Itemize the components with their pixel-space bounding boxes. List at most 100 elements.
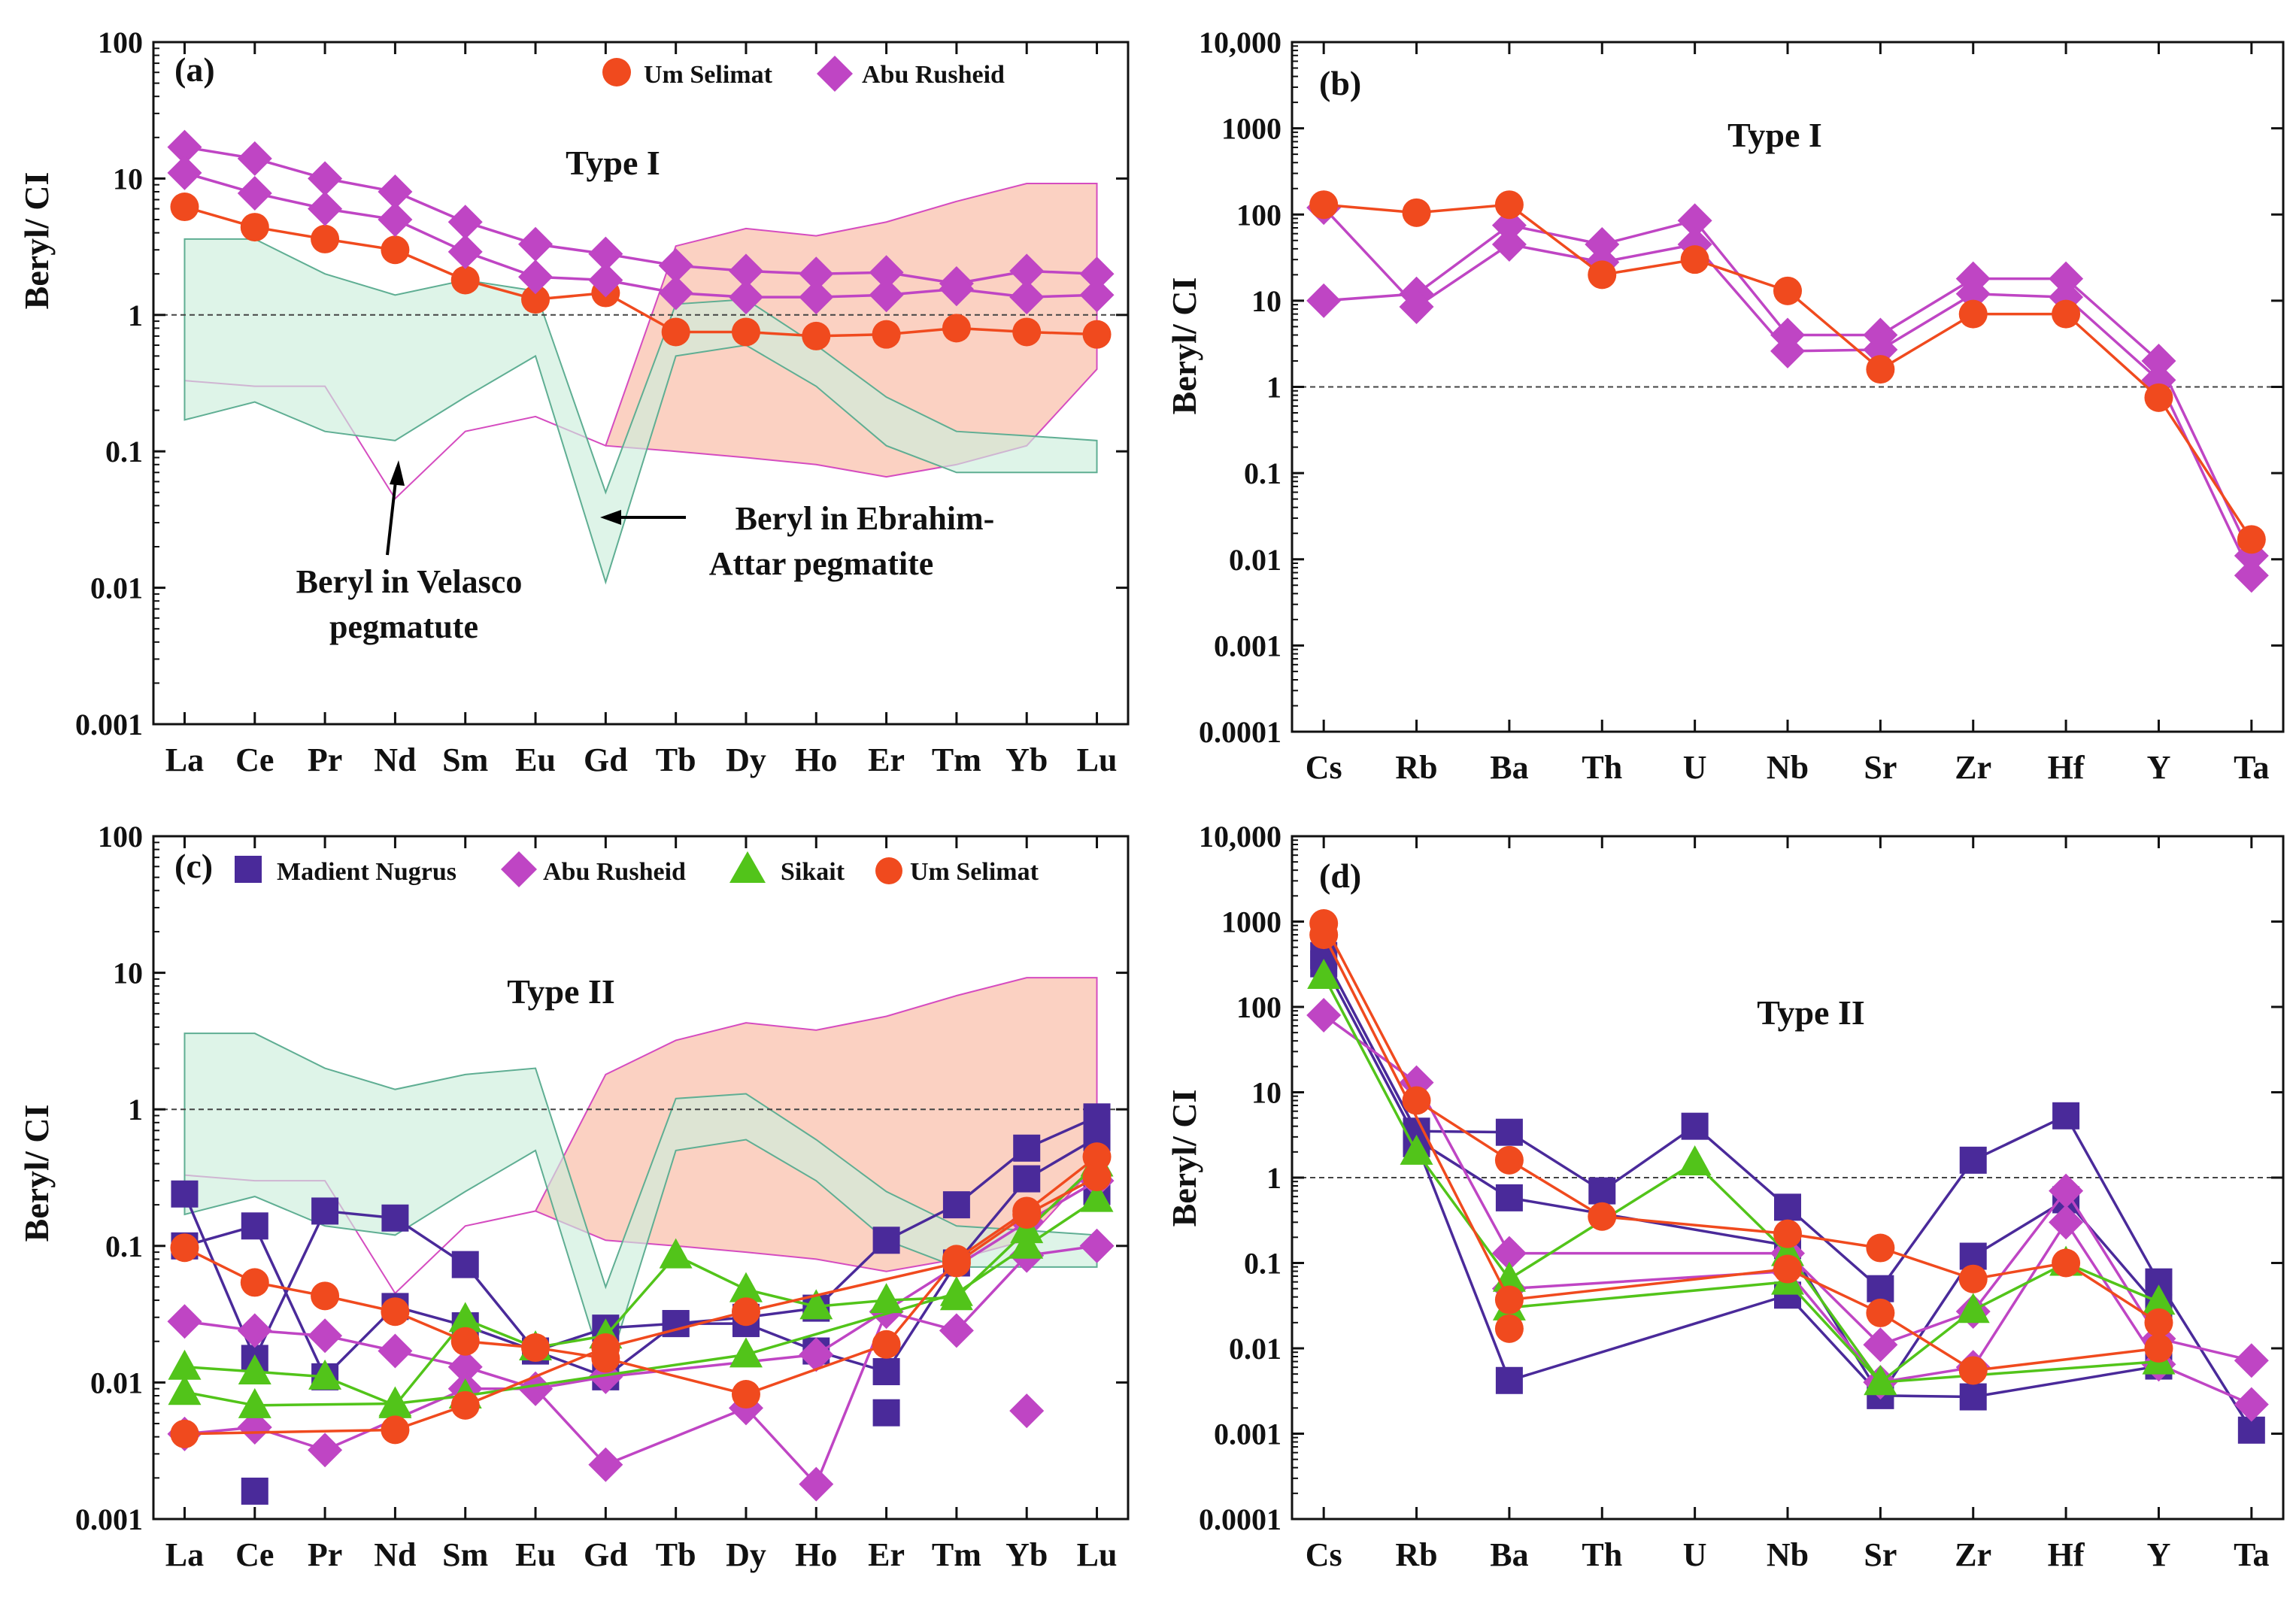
x-tick-label-zr: Zr <box>1955 749 1991 786</box>
series-um-selimat-9 <box>1309 920 2173 1385</box>
point-abu-rusheid-cs <box>1306 997 1342 1032</box>
point-abu-rusheid-er <box>869 277 904 313</box>
point-abu-rusheid-dy <box>728 253 763 289</box>
point-abu-rusheid-eu <box>518 259 554 295</box>
y-tick-label: 1 <box>1266 1161 1281 1195</box>
point-abu-rusheid-pr <box>308 161 343 196</box>
point-um-selimat-y <box>2144 1334 2173 1363</box>
legend-marker-abu-rusheid <box>817 56 853 92</box>
x-tick-label-ba: Ba <box>1490 1536 1528 1573</box>
point-abu-rusheid-nd <box>378 202 413 238</box>
point-um-selimat-hf <box>2052 1248 2081 1278</box>
x-tick-label-rb: Rb <box>1395 749 1437 786</box>
panel-b: 0.0001 0.001 0.01 0.1 1 10 100 1000 10,000 Cs Rb Ba… <box>1165 26 2285 786</box>
x-tick-label-u: U <box>1683 749 1707 786</box>
x-tick-label-lu: Lu <box>1077 741 1118 778</box>
point-sikait-er <box>869 1283 903 1314</box>
point-um-selimat-er <box>872 320 901 349</box>
point-madient-nugrus-er <box>872 1399 900 1427</box>
y-axis-label: Beryl/ CI <box>1165 1090 1203 1227</box>
point-um-selimat-th <box>1588 1202 1617 1231</box>
y-tick-label: 0.01 <box>90 572 143 605</box>
x-tick-label-la: La <box>165 741 204 778</box>
point-um-selimat-ce <box>240 213 269 242</box>
field-ebrahim-attar <box>183 1032 1098 1380</box>
point-sikait-sr <box>1864 1365 1897 1396</box>
point-sikait-rb <box>1400 1134 1433 1165</box>
legend-label-sikait: Sikait <box>781 858 845 886</box>
point-um-selimat-ta <box>2237 525 2266 554</box>
y-tick-label: 1000 <box>1221 112 1281 146</box>
point-sikait-tb <box>659 1238 693 1269</box>
point-um-selimat-ba <box>1494 1145 1524 1175</box>
panel-c: 0.001 0.01 0.1 1 10 100 La Ce Pr Nd Sm Eu Gd Tb Dy Ho Er… <box>17 820 1130 1573</box>
legend-label-abu-rusheid: Abu Rusheid <box>862 61 1005 89</box>
y-tick-label: 1 <box>1266 371 1281 405</box>
legend-marker-um-selimat <box>875 857 902 884</box>
point-um-selimat-pr <box>311 224 340 253</box>
point-abu-rusheid-lu <box>1079 1228 1115 1263</box>
point-abu-rusheid-yb <box>1009 253 1045 289</box>
point-abu-rusheid-hf <box>2049 1173 2084 1208</box>
point-um-selimat-sm <box>450 1327 480 1356</box>
point-um-selimat-ho <box>802 321 831 350</box>
x-tick-label-cs: Cs <box>1306 1536 1342 1573</box>
point-abu-rusheid-nd <box>378 174 413 209</box>
point-um-selimat-tm <box>942 314 971 343</box>
point-um-selimat-nb <box>1773 276 1802 305</box>
point-abu-rusheid-dy <box>728 280 763 315</box>
point-um-selimat-zr <box>1958 299 1988 329</box>
x-tick-label-ba: Ba <box>1490 749 1528 786</box>
point-abu-rusheid-ho <box>799 280 834 315</box>
point-um-selimat-gd <box>591 1333 620 1363</box>
annotation-velasco-arrowhead <box>390 460 405 486</box>
y-tick-label: 10 <box>1251 1076 1281 1110</box>
annotation-ebrahim-line1: Beryl in Ebrahim- <box>736 500 995 537</box>
point-sikait-yb <box>1010 1228 1044 1259</box>
point-madient-nugrus-u <box>1681 1112 1709 1140</box>
point-sikait-pr <box>308 1359 342 1390</box>
point-um-selimat-ba <box>1494 1285 1524 1314</box>
x-tick-label-tm: Tm <box>932 1536 981 1573</box>
annotation-velasco-line2: pegmatute <box>329 608 478 645</box>
point-sikait-la <box>168 1375 202 1405</box>
legend-label-abu-rusheid: Abu Rusheid <box>543 858 686 886</box>
y-tick-label: 0.0001 <box>1199 1502 1281 1536</box>
point-madient-nugrus-nd <box>381 1204 409 1232</box>
point-abu-rusheid-ce <box>237 1313 272 1348</box>
point-um-selimat-dy <box>731 1297 760 1327</box>
x-tick-label-er: Er <box>868 1536 905 1573</box>
legend-marker-abu-rusheid <box>501 851 537 887</box>
field-ebrahim-attar <box>183 238 1098 585</box>
x-tick-label-y: Y <box>2147 749 2171 786</box>
y-tick-label: 0.01 <box>90 1366 143 1399</box>
series-madient-nugrus-2 <box>1310 950 2173 1409</box>
point-um-selimat-zr <box>1958 1264 1988 1293</box>
point-sikait-dy <box>729 1272 763 1302</box>
point-um-selimat-yb <box>1012 1199 1042 1229</box>
point-um-selimat-sm <box>450 1390 480 1420</box>
point-um-selimat-th <box>1588 260 1617 290</box>
point-abu-rusheid-tm <box>939 1313 974 1348</box>
point-sikait-lu <box>1080 1181 1114 1212</box>
panel-label: (b) <box>1319 64 1361 102</box>
y-tick-label: 10 <box>1251 284 1281 318</box>
panel-label: (a) <box>174 50 215 89</box>
y-axis-label: Beryl/ CI <box>1165 277 1203 415</box>
point-sikait-nd <box>378 1386 412 1417</box>
point-sikait-ce <box>238 1387 271 1418</box>
point-um-selimat-cs <box>1309 190 1339 220</box>
point-um-selimat-hf <box>2052 299 2081 329</box>
x-tick-label-eu: Eu <box>515 741 556 778</box>
y-tick-label: 1 <box>128 1093 143 1126</box>
point-sikait-dy <box>729 1337 763 1368</box>
point-um-selimat-cs <box>1309 920 1339 950</box>
series-um-selimat-1 <box>170 193 1112 350</box>
point-madient-nugrus-ba <box>1495 1366 1523 1394</box>
x-tick-label-ta: Ta <box>2234 1536 2269 1573</box>
point-um-selimat-lu <box>1082 1163 1112 1192</box>
point-abu-rusheid-ho <box>799 1337 834 1372</box>
y-axis-label: Beryl/ CI <box>17 1105 56 1242</box>
plot-frame <box>152 41 1130 726</box>
point-abu-rusheid-nd <box>378 1333 413 1369</box>
